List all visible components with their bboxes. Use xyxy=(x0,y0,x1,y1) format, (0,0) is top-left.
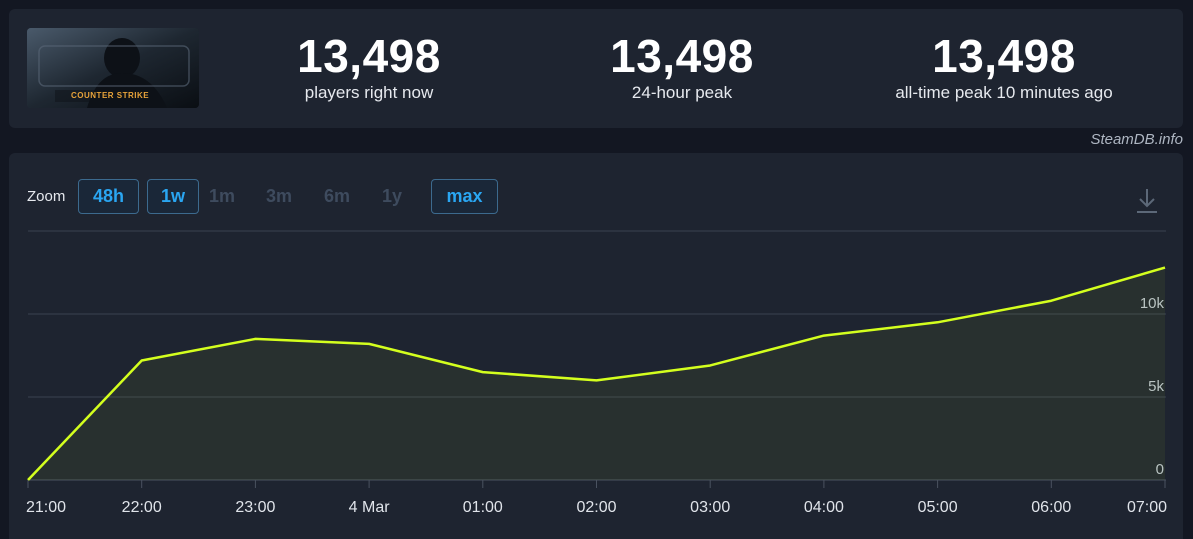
data-point xyxy=(481,370,485,374)
data-point xyxy=(822,334,826,338)
game-logo-text: COUNTER STRIKE xyxy=(71,91,150,100)
download-icon[interactable] xyxy=(1135,187,1159,215)
x-tick-label: 22:00 xyxy=(122,499,162,516)
all-time-peak-label: all-time peak 10 minutes ago xyxy=(895,83,1113,102)
zoom-button-1w[interactable]: 1w xyxy=(147,179,199,214)
y-tick-label: 5k xyxy=(1148,378,1164,395)
y-tick-label: 10k xyxy=(1140,295,1165,312)
x-tick-label: 01:00 xyxy=(463,499,503,516)
peak-24h-label: 24-hour peak xyxy=(631,83,733,102)
x-tick-label: 07:00 xyxy=(1127,499,1167,516)
zoom-button-1y[interactable]: 1y xyxy=(381,186,403,206)
zoom-button-48h[interactable]: 48h xyxy=(78,179,139,214)
chart-card: Zoom 48h 1w 1m 3m 6m 1y max 0 5k 10k 21:00 22:00 23… xyxy=(9,153,1183,539)
x-tick-label: 03:00 xyxy=(690,499,730,516)
steamdb-credit[interactable]: SteamDB.info xyxy=(1090,131,1183,148)
current-players-stat: 13,498 players right now xyxy=(219,31,519,103)
zoom-button-max[interactable]: max xyxy=(431,179,498,214)
all-time-peak-value: 13,498 xyxy=(932,30,1076,82)
x-tick-label: 05:00 xyxy=(918,499,958,516)
x-tick-label: 06:00 xyxy=(1031,499,1071,516)
zoom-button-1m[interactable]: 1m xyxy=(208,186,235,206)
all-time-peak-stat: 13,498 all-time peak 10 minutes ago xyxy=(854,31,1154,103)
current-players-value: 13,498 xyxy=(297,30,441,82)
data-point xyxy=(1163,266,1167,270)
data-point xyxy=(1049,299,1053,303)
x-tick-label: 02:00 xyxy=(576,499,616,516)
x-tick-label: 04:00 xyxy=(804,499,844,516)
x-tick-label: 21:00 xyxy=(26,499,66,516)
data-point xyxy=(936,320,940,324)
zoom-button-3m[interactable]: 3m xyxy=(265,186,292,206)
stats-card: COUNTER STRIKE 13,498 players right now … xyxy=(9,9,1183,128)
y-tick-label: 0 xyxy=(1156,461,1164,478)
peak-24h-value: 13,498 xyxy=(610,30,754,82)
peak-24h-stat: 13,498 24-hour peak xyxy=(532,31,832,103)
data-point xyxy=(595,378,599,382)
zoom-button-6m[interactable]: 6m xyxy=(323,186,350,206)
x-tick-label: 4 Mar xyxy=(349,499,391,516)
game-banner[interactable]: COUNTER STRIKE xyxy=(27,28,199,108)
data-point xyxy=(708,363,712,367)
data-point xyxy=(253,337,257,341)
series-area xyxy=(28,267,1165,480)
zoom-label: Zoom xyxy=(27,188,66,205)
soldier-image xyxy=(27,28,199,108)
player-count-chart[interactable]: 0 5k 10k 21:00 22:00 23:00 4 Mar 01:00 02:00 03:0… xyxy=(9,153,1183,539)
x-tick-label: 23:00 xyxy=(235,499,275,516)
data-point xyxy=(367,342,371,346)
series-line xyxy=(27,266,1166,481)
current-players-label: players right now xyxy=(304,83,434,102)
data-point xyxy=(140,358,144,362)
